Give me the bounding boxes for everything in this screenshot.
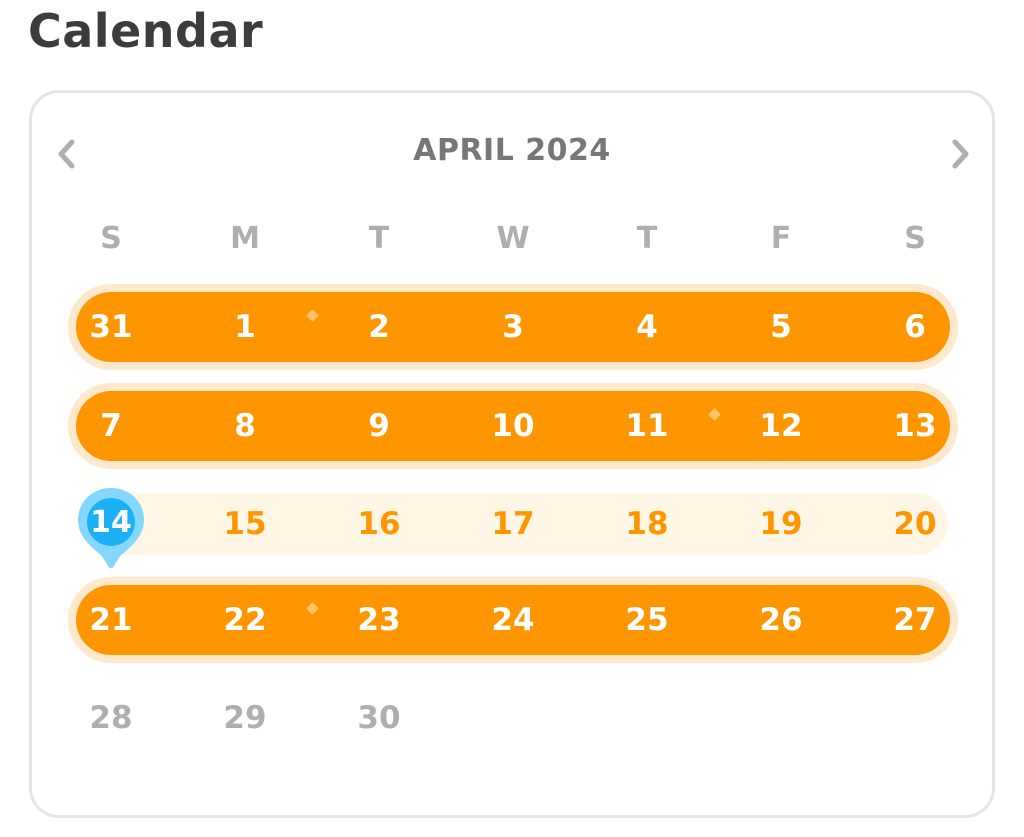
calendar-day[interactable]: 25 <box>625 602 669 638</box>
today-pin-icon <box>78 488 144 569</box>
calendar-day[interactable]: 10 <box>491 408 535 444</box>
calendar-day[interactable]: 12 <box>759 408 803 444</box>
streak-band <box>68 284 958 370</box>
calendar-day[interactable]: 16 <box>357 506 401 542</box>
calendar-day[interactable]: 24 <box>491 602 535 638</box>
calendar-day[interactable]: 23 <box>357 602 401 638</box>
calendar-day[interactable]: 21 <box>89 602 133 638</box>
streak-band-fill <box>76 292 950 362</box>
next-month-button[interactable] <box>946 138 976 170</box>
calendar-day[interactable]: 4 <box>636 309 658 345</box>
weekday-label: T <box>636 221 658 256</box>
calendar-day[interactable]: 31 <box>89 309 133 345</box>
streak-band-fill <box>76 391 950 461</box>
calendar-day[interactable]: 13 <box>893 408 937 444</box>
month-label: APRIL 2024 <box>413 133 611 168</box>
today-date: 14 <box>90 505 132 540</box>
calendar-day[interactable]: 5 <box>770 309 792 345</box>
freeze-band <box>80 493 948 555</box>
weekday-label: W <box>496 221 530 256</box>
weekday-label: S <box>904 221 926 256</box>
streak-band <box>68 577 958 663</box>
calendar-day[interactable]: 30 <box>357 700 401 736</box>
calendar-day[interactable]: 6 <box>904 309 926 345</box>
calendar-day[interactable]: 11 <box>625 408 669 444</box>
calendar-day[interactable]: 20 <box>893 506 937 542</box>
today-marker[interactable]: 14 <box>76 486 146 572</box>
calendar-day[interactable]: 19 <box>759 506 803 542</box>
calendar-day[interactable]: 1 <box>234 309 256 345</box>
calendar-day[interactable]: 3 <box>502 309 524 345</box>
chevron-left-icon <box>58 139 75 169</box>
calendar-day[interactable]: 22 <box>223 602 267 638</box>
streak-band-fill <box>76 585 950 655</box>
calendar-day[interactable]: 26 <box>759 602 803 638</box>
weekday-label: M <box>230 221 260 256</box>
streak-band <box>68 383 958 469</box>
calendar-day[interactable]: 15 <box>223 506 267 542</box>
calendar-day[interactable]: 29 <box>223 700 267 736</box>
weekday-label: F <box>770 221 792 256</box>
calendar-day[interactable]: 27 <box>893 602 937 638</box>
calendar-day[interactable]: 2 <box>368 309 390 345</box>
calendar-day[interactable]: 28 <box>89 700 133 736</box>
page-title: Calendar <box>28 4 264 58</box>
chevron-right-icon <box>952 139 969 169</box>
calendar-day[interactable]: 8 <box>234 408 256 444</box>
weekday-label: T <box>368 221 390 256</box>
calendar-day[interactable]: 9 <box>368 408 390 444</box>
weekday-label: S <box>100 221 122 256</box>
calendar-day[interactable]: 7 <box>100 408 122 444</box>
calendar-day[interactable]: 18 <box>625 506 669 542</box>
calendar-day[interactable]: 17 <box>491 506 535 542</box>
prev-month-button[interactable] <box>51 138 81 170</box>
